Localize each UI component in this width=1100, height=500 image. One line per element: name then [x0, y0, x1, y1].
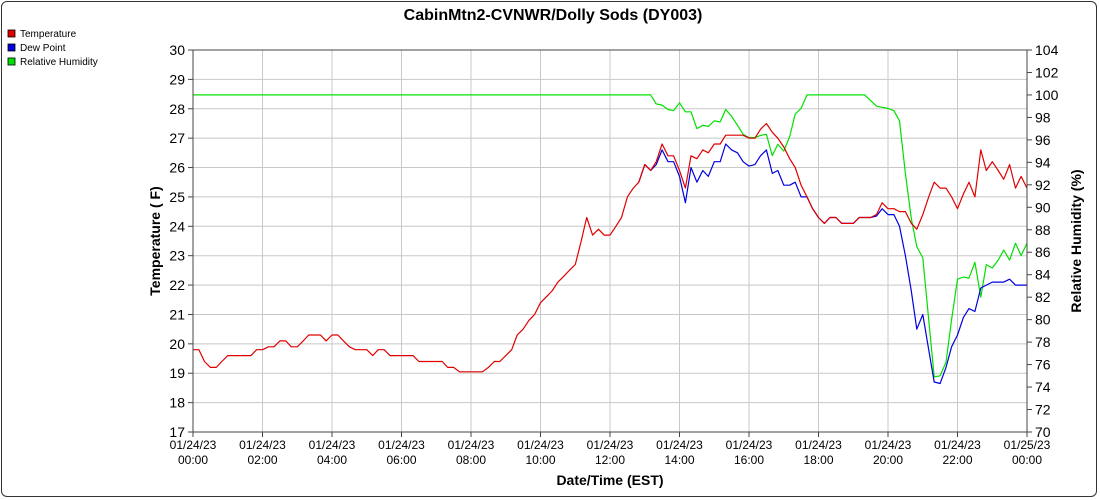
- y-tick-label: 18: [169, 395, 185, 411]
- series-line-temperature: [193, 122, 1028, 373]
- y-tick-label: 30: [169, 42, 185, 58]
- y2-tick-label: 102: [1035, 64, 1059, 80]
- legend: Temperature Dew Point Relative Humidity: [7, 29, 98, 68]
- legend-swatch: [7, 29, 16, 38]
- x-tick-time: 22:00: [942, 453, 972, 467]
- x-tick-time: 18:00: [803, 453, 833, 467]
- y-axis-left-title: Temperature ( F): [147, 186, 163, 295]
- chart-title: CabinMtn2-CVNWR/Dolly Sods (DY003): [404, 7, 703, 24]
- x-tick-time: 08:00: [456, 453, 486, 467]
- x-tick-time: 00:00: [1012, 453, 1042, 467]
- x-tick-time: 20:00: [873, 453, 903, 467]
- x-tick-time: 14:00: [664, 453, 694, 467]
- x-tick-time: 06:00: [386, 453, 416, 467]
- x-tick-time: 00:00: [178, 453, 208, 467]
- y-tick-label: 20: [169, 336, 185, 352]
- y2-tick-label: 78: [1035, 334, 1051, 350]
- y-tick-label: 23: [169, 248, 185, 264]
- y-tick-label: 26: [169, 160, 185, 176]
- series-line-relative-humidity: [193, 94, 1028, 378]
- x-tick-date: 01/24/23: [726, 438, 773, 452]
- x-tick-date: 01/24/23: [587, 438, 634, 452]
- y-tick-label: 29: [169, 71, 185, 87]
- y-axis-right-title: Relative Humidity (%): [1068, 169, 1084, 312]
- series-line-dew-point: [638, 143, 1027, 385]
- x-tick-date: 01/24/23: [170, 438, 217, 452]
- y-tick-label: 27: [169, 130, 185, 146]
- y2-tick-label: 86: [1035, 244, 1051, 260]
- x-tick-date: 01/24/23: [309, 438, 356, 452]
- series-layer: [193, 94, 1028, 385]
- y2-tick-label: 104: [1035, 42, 1059, 58]
- y-tick-label: 22: [169, 277, 185, 293]
- y2-tick-label: 82: [1035, 289, 1051, 305]
- x-tick-date: 01/24/23: [656, 438, 703, 452]
- y2-tick-label: 96: [1035, 132, 1051, 148]
- y-tick-label: 28: [169, 101, 185, 117]
- y2-tick-label: 94: [1035, 154, 1051, 170]
- y2-tick-label: 92: [1035, 177, 1051, 193]
- x-tick-time: 10:00: [525, 453, 555, 467]
- x-tick-date: 01/24/23: [239, 438, 286, 452]
- y-axis-left-ticks: 17 18 19 20 21 22 23 24 25 26 27 28 29 30: [169, 42, 193, 440]
- y2-tick-label: 76: [1035, 357, 1051, 373]
- legend-label: Temperature: [20, 29, 77, 40]
- y2-tick-label: 98: [1035, 109, 1051, 125]
- y-tick-label: 25: [169, 189, 185, 205]
- x-tick-date: 01/24/23: [448, 438, 495, 452]
- x-tick-time: 02:00: [247, 453, 277, 467]
- legend-swatch: [7, 43, 16, 52]
- x-tick-date: 01/25/23: [1004, 438, 1051, 452]
- x-axis-ticks: 01/24/2300:0001/24/2302:0001/24/2304:000…: [170, 432, 1051, 467]
- y2-tick-label: 70: [1035, 424, 1051, 440]
- legend-label: Dew Point: [20, 43, 66, 54]
- x-tick-time: 16:00: [734, 453, 764, 467]
- y2-tick-label: 74: [1035, 379, 1051, 395]
- x-tick-date: 01/24/23: [795, 438, 842, 452]
- y2-tick-label: 72: [1035, 402, 1051, 418]
- y2-tick-label: 80: [1035, 312, 1051, 328]
- y-tick-label: 21: [169, 306, 185, 322]
- legend-swatch: [7, 57, 16, 66]
- y-tick-label: 19: [169, 365, 185, 381]
- y2-tick-label: 84: [1035, 267, 1051, 283]
- legend-label: Relative Humidity: [20, 57, 98, 68]
- x-tick-date: 01/24/23: [517, 438, 564, 452]
- x-axis-title: Date/Time (EST): [556, 472, 663, 488]
- y-axis-right-ticks: 70 72 74 76 78 80 82 84 86 88 90 92 94 96 98 100 102 104: [1027, 42, 1059, 440]
- x-tick-time: 04:00: [317, 453, 347, 467]
- x-tick-date: 01/24/23: [865, 438, 912, 452]
- x-tick-time: 12:00: [595, 453, 625, 467]
- grid: [193, 50, 1027, 432]
- y2-tick-label: 90: [1035, 199, 1051, 215]
- x-tick-date: 01/24/23: [378, 438, 425, 452]
- y-tick-label: 24: [169, 218, 185, 234]
- y-tick-label: 17: [169, 424, 185, 440]
- x-tick-date: 01/24/23: [934, 438, 981, 452]
- y2-tick-label: 100: [1035, 87, 1059, 103]
- y2-tick-label: 88: [1035, 222, 1051, 238]
